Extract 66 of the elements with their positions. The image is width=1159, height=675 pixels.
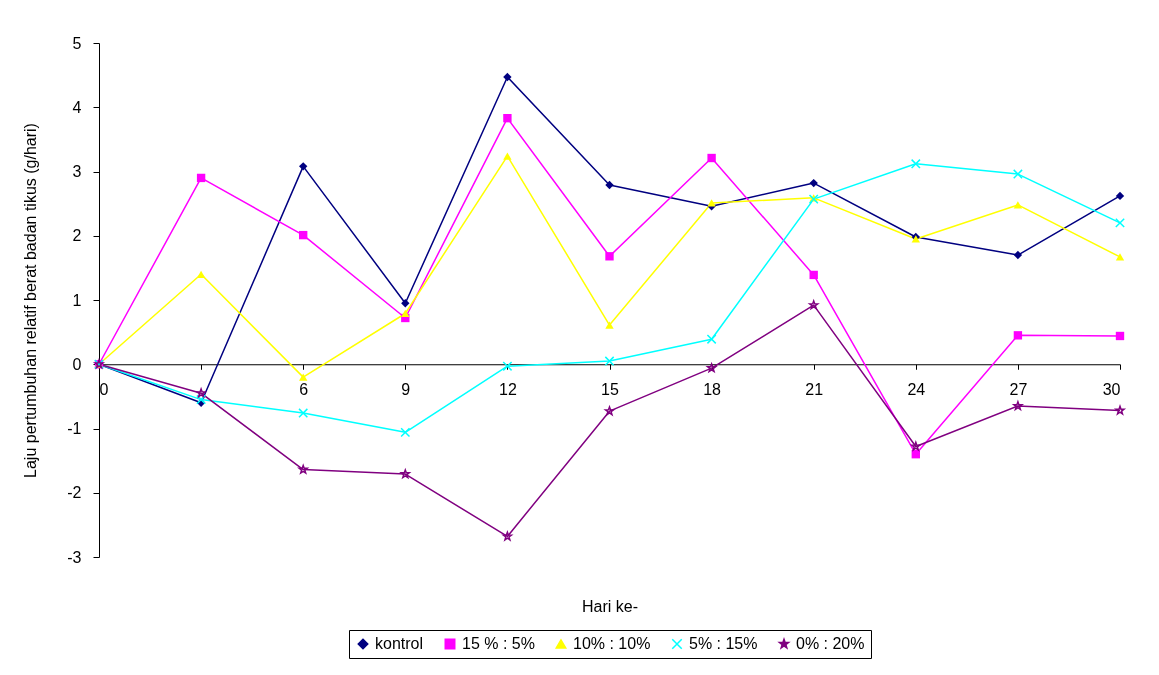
point <box>1115 217 1125 228</box>
x-tick-label: 18 <box>703 380 722 398</box>
x-tick-label: 0 <box>99 380 109 398</box>
point <box>196 173 206 183</box>
y-tick-label: -2 <box>67 484 82 502</box>
y-tick-label: -1 <box>67 420 82 437</box>
point <box>503 72 512 82</box>
point <box>605 321 614 329</box>
point <box>502 361 513 372</box>
point <box>400 427 411 438</box>
point <box>401 299 410 308</box>
point <box>1012 169 1023 179</box>
y-tick-label: 0 <box>72 355 82 373</box>
legend-label: 5% : 15% <box>689 635 758 652</box>
point <box>299 230 308 240</box>
point <box>911 441 921 451</box>
point <box>605 180 614 190</box>
point <box>1013 201 1023 209</box>
point <box>299 373 308 381</box>
point <box>196 388 206 398</box>
x-axis-title: Hari ke- <box>581 597 639 615</box>
x-tick-label: 21 <box>805 380 824 398</box>
point <box>707 199 716 207</box>
point <box>910 158 921 169</box>
point <box>808 300 819 310</box>
point <box>1013 331 1023 340</box>
point <box>1115 331 1125 341</box>
x-tick-label: 24 <box>907 380 926 398</box>
y-tick-label: 2 <box>72 227 82 245</box>
legend-label: kontrol <box>375 635 424 652</box>
point <box>400 469 411 479</box>
legend-label: 10% : 10% <box>573 635 651 652</box>
x-tick-label: 6 <box>299 380 309 398</box>
y-tick-label: -3 <box>67 548 82 566</box>
point <box>1115 253 1125 261</box>
point <box>809 270 818 280</box>
point <box>196 394 207 405</box>
y-tick-label: 5 <box>72 34 82 52</box>
point <box>196 270 206 278</box>
point <box>1115 191 1125 201</box>
x-tick-label: 15 <box>601 380 619 398</box>
point <box>503 152 512 160</box>
point <box>503 113 512 123</box>
point <box>707 153 716 163</box>
point <box>299 162 308 171</box>
point <box>1013 250 1023 260</box>
y-tick-label: 3 <box>72 163 82 180</box>
y-tick-label: 1 <box>72 291 82 309</box>
point <box>706 363 717 373</box>
y-tick-label: 4 <box>72 98 82 116</box>
legend-label: 0% : 20% <box>796 635 865 652</box>
x-tick-label: 27 <box>1009 380 1028 398</box>
point <box>1115 405 1125 415</box>
y-axis-title: Laju pertumbuhan relatif berat badan tikus (g/hari) <box>22 123 40 478</box>
x-tick-label: 9 <box>401 380 411 398</box>
point <box>604 406 615 416</box>
point <box>809 178 818 188</box>
point <box>502 531 513 541</box>
point <box>706 334 717 345</box>
x-tick-label: 12 <box>499 380 517 398</box>
point <box>604 356 615 366</box>
point <box>401 309 410 318</box>
legend-label: 15 % : 5% <box>462 635 535 652</box>
point <box>605 252 614 261</box>
point <box>298 408 309 419</box>
x-tick-label: 30 <box>1102 380 1121 398</box>
